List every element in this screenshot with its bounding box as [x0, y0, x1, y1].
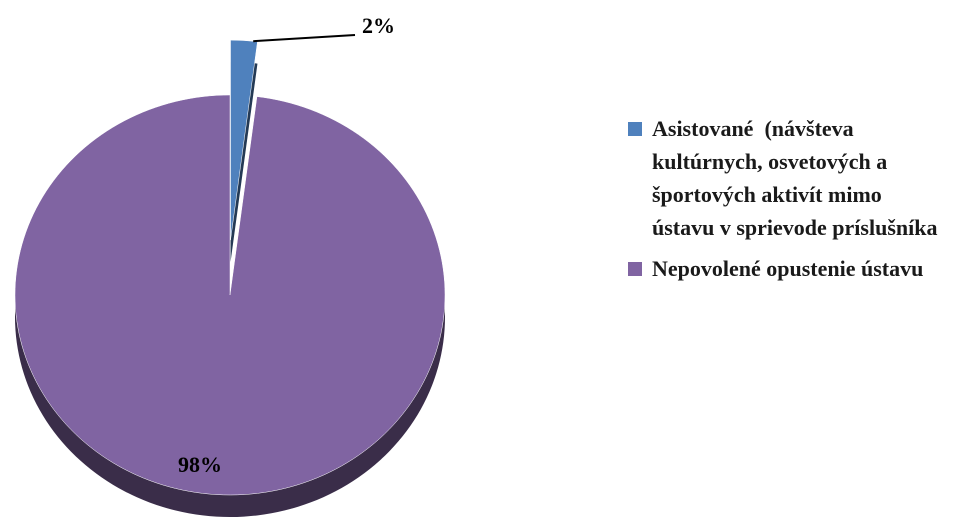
chart: 2% 98% [14, 13, 446, 517]
legend-label: Asistované (návšteva kultúrnych, osvetov… [652, 116, 938, 240]
leader-line [253, 34, 356, 43]
legend-entry: Asistované (návšteva kultúrnych, osvetov… [628, 112, 948, 244]
legend-swatch [628, 262, 642, 276]
slice-top [14, 94, 446, 496]
legend-entry: Nepovolené opustenie ústavu [628, 252, 948, 285]
legend: Asistované (návšteva kultúrnych, osvetov… [628, 112, 948, 293]
data-label: 98% [178, 452, 222, 477]
pie-slice [230, 39, 258, 263]
pie-slice [14, 94, 446, 517]
legend-label: Nepovolené opustenie ústavu [652, 256, 924, 281]
data-label: 2% [362, 13, 395, 38]
legend-swatch [628, 122, 642, 136]
